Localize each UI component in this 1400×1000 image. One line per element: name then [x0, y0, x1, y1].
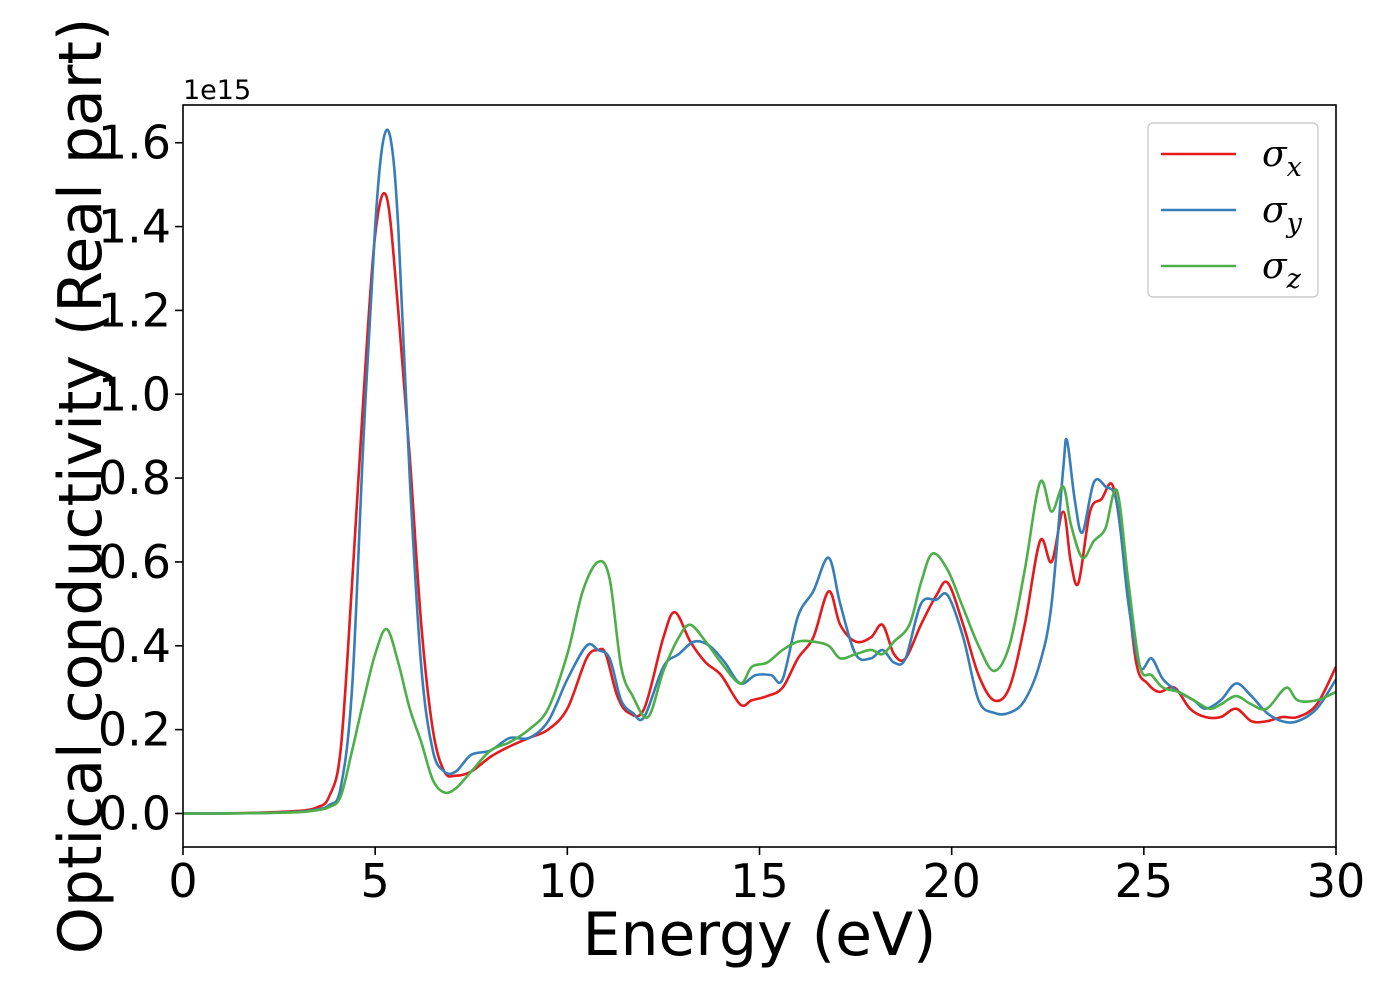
y-tick-label: 0.0 — [98, 786, 171, 840]
y-axis-offset-label: 1e15 — [183, 75, 251, 106]
legend-label-x: σx — [1262, 134, 1302, 183]
x-tick-label: 15 — [730, 854, 789, 908]
series-line-z — [183, 479, 1336, 815]
x-tick-label: 10 — [538, 854, 597, 908]
y-tick-label: 1.4 — [98, 200, 171, 254]
x-tick-label: 25 — [1115, 854, 1174, 908]
x-axis-ticks: 0 5 10 15 20 25 30 — [168, 847, 1365, 908]
x-tick-label: 20 — [922, 854, 981, 908]
y-tick-label: 1.6 — [98, 116, 171, 170]
series-line-y — [183, 128, 1336, 815]
y-tick-label: 0.8 — [98, 451, 171, 505]
x-axis-label: Energy (eV) — [583, 900, 937, 970]
y-tick-label: 0.2 — [98, 703, 171, 757]
y-tick-label: 0.6 — [98, 535, 171, 589]
x-tick-label: 5 — [361, 854, 390, 908]
y-tick-label: 1.0 — [98, 367, 171, 421]
series-lines — [183, 128, 1336, 815]
x-tick-label: 30 — [1307, 854, 1366, 908]
legend-label-z: σz — [1262, 246, 1302, 295]
x-tick-label: 0 — [168, 854, 197, 908]
y-axis-ticks: 0.0 0.2 0.4 0.6 0.8 1.0 1.2 1.4 1.6 — [98, 116, 183, 840]
y-axis-label: Optical conductivity (Real part) — [46, 18, 116, 955]
y-tick-label: 0.4 — [98, 619, 171, 673]
y-tick-label: 1.2 — [98, 283, 171, 337]
legend: σx σy σz — [1147, 122, 1319, 298]
legend-label-y: σy — [1262, 190, 1303, 239]
